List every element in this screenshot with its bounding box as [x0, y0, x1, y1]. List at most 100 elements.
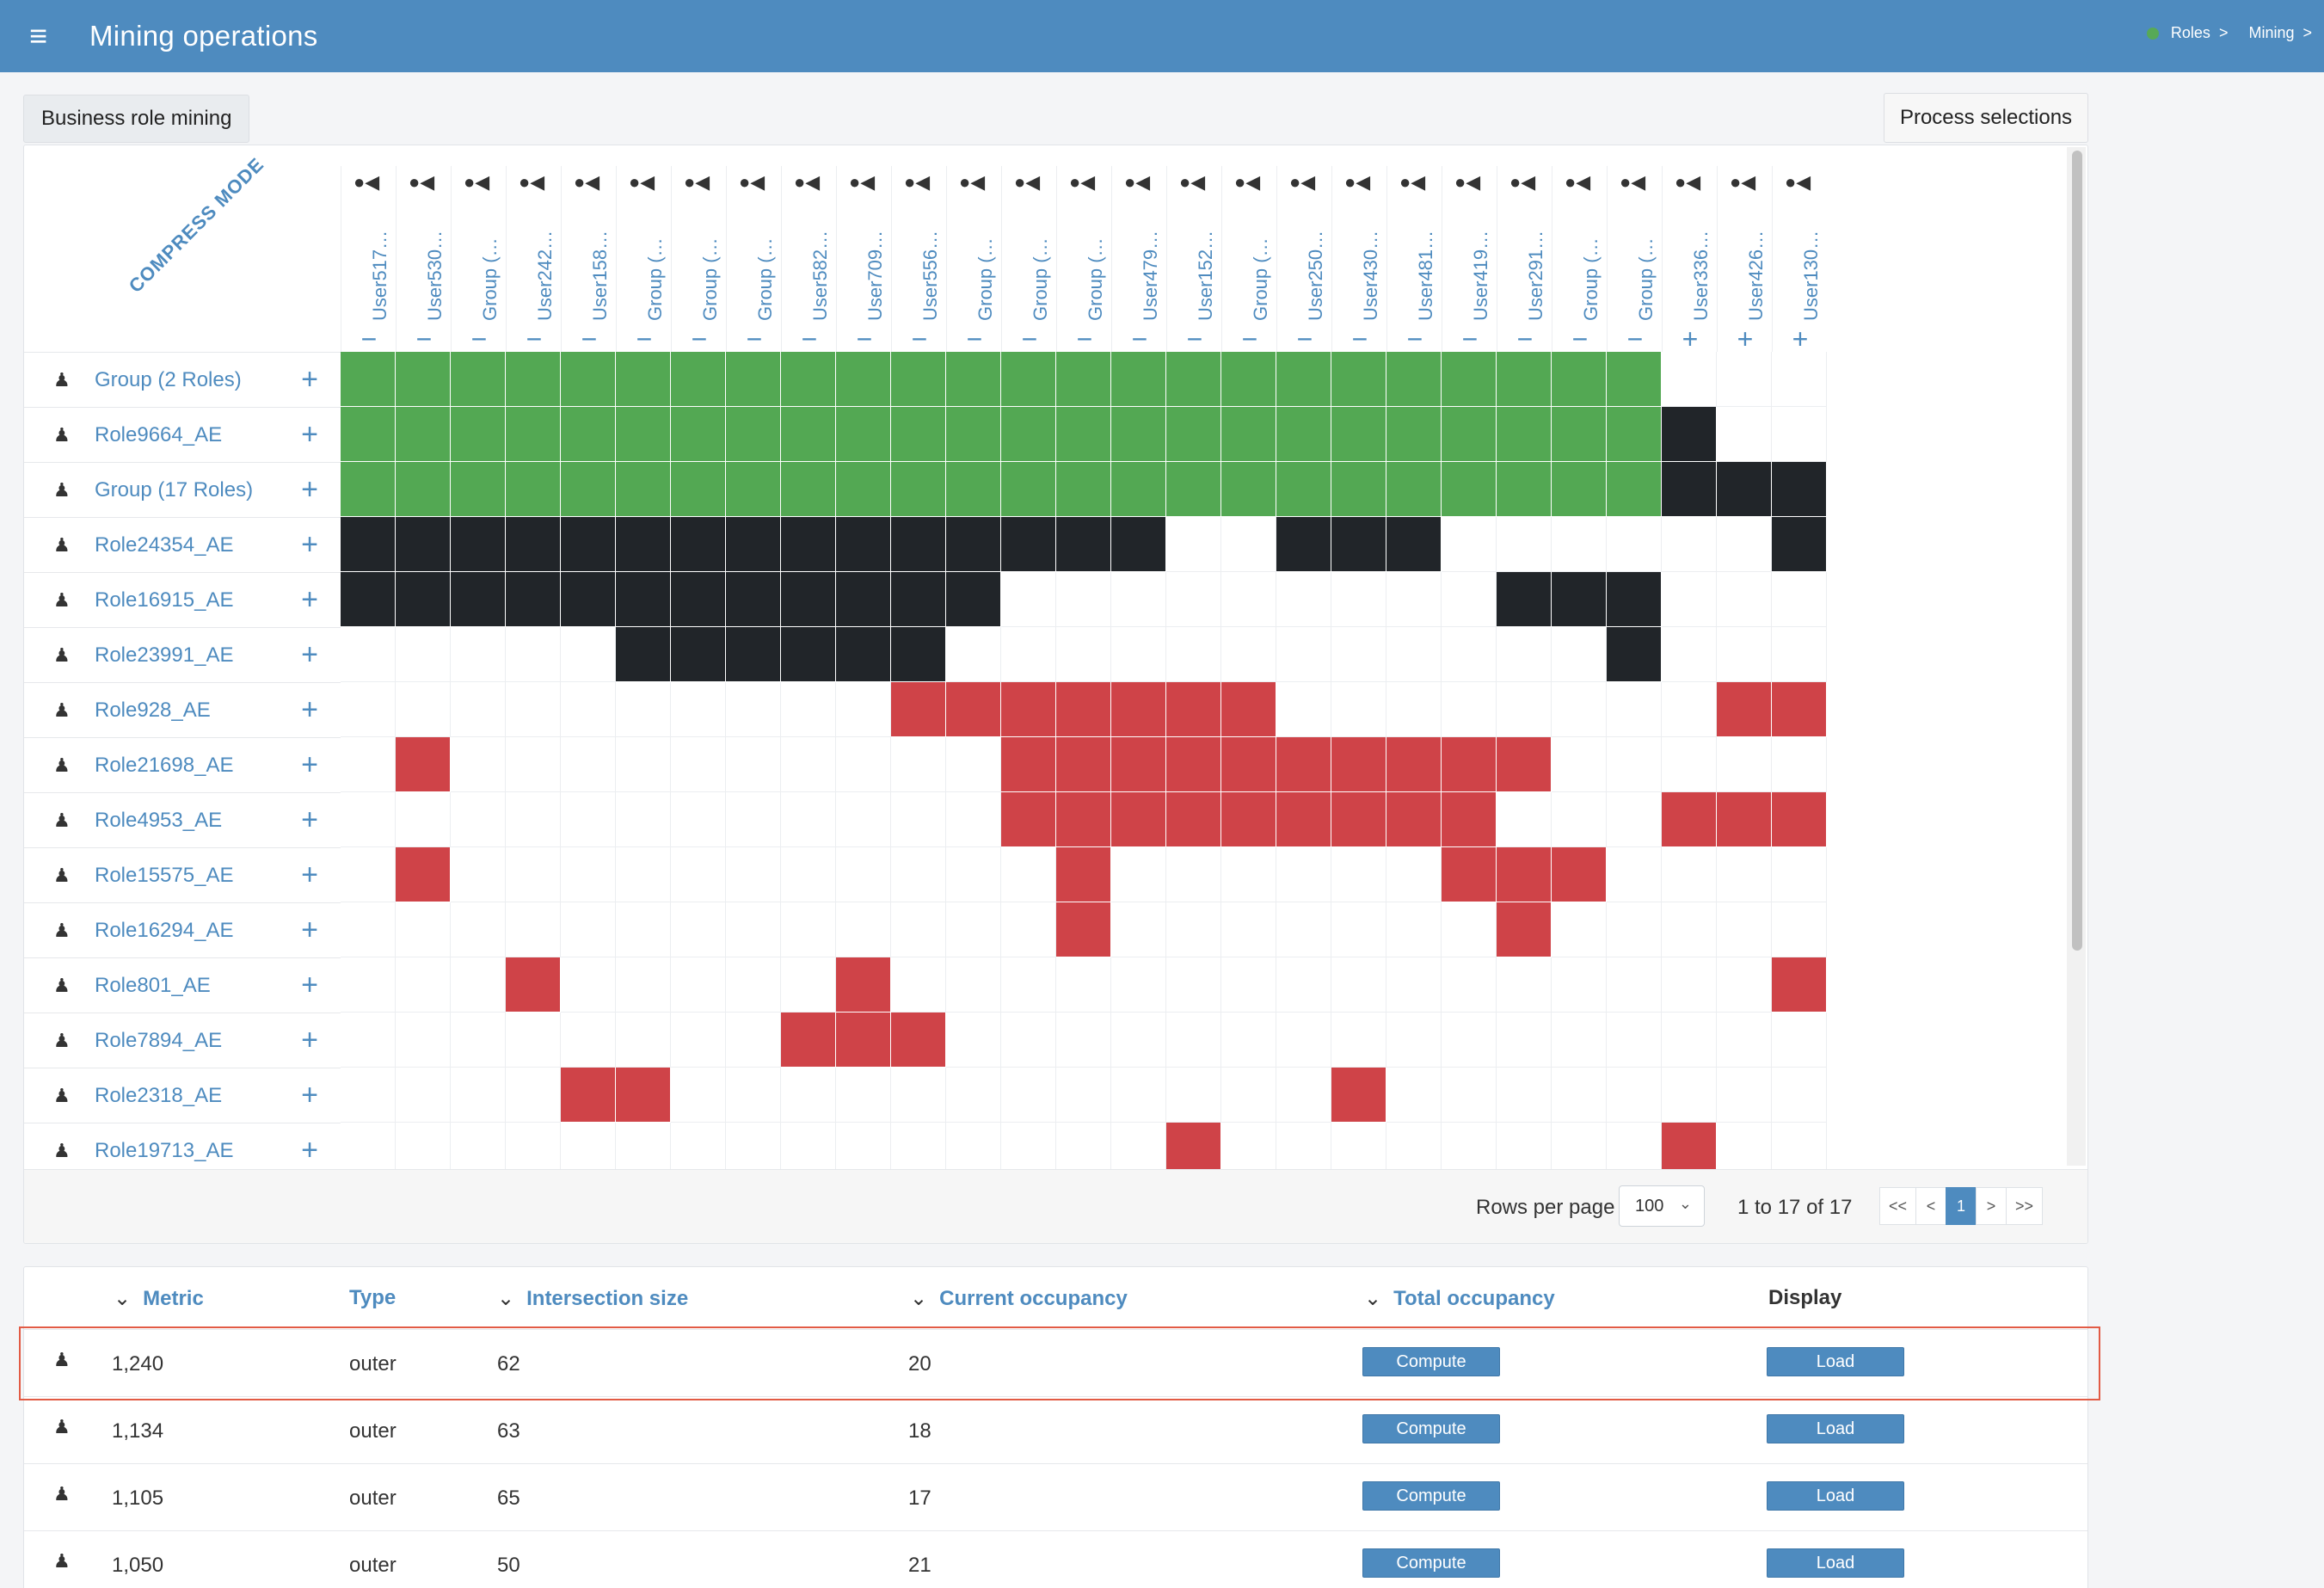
matrix-cell[interactable]: [836, 957, 891, 1013]
column-toggle-button[interactable]: −: [526, 323, 543, 354]
matrix-cell[interactable]: [341, 1068, 396, 1123]
column-label[interactable]: User479…: [1140, 230, 1161, 321]
column-toggle-button[interactable]: −: [1186, 323, 1203, 354]
matrix-cell[interactable]: [1001, 572, 1056, 627]
matrix-cell[interactable]: [781, 902, 836, 957]
matrix-cell[interactable]: [1772, 627, 1827, 682]
matrix-cell[interactable]: [891, 627, 946, 682]
column-toggle-button[interactable]: −: [1516, 323, 1534, 354]
matrix-cell[interactable]: [836, 517, 891, 572]
matrix-cell[interactable]: [781, 517, 836, 572]
matrix-cell[interactable]: [671, 627, 726, 682]
matrix-cell[interactable]: [1717, 847, 1772, 902]
matrix-cell[interactable]: [1607, 902, 1662, 957]
matrix-cell[interactable]: [1331, 957, 1386, 1013]
matrix-cell[interactable]: [1331, 682, 1386, 737]
matrix-cell[interactable]: [1001, 792, 1056, 847]
column-label[interactable]: User158…: [589, 230, 611, 321]
matrix-cell[interactable]: [561, 1068, 616, 1123]
table-row[interactable]: ♟ 1,105 outer 65 17 Compute Load: [24, 1463, 2087, 1530]
matrix-cell[interactable]: [726, 847, 781, 902]
matrix-cell[interactable]: [506, 902, 561, 957]
matrix-cell[interactable]: [1442, 1068, 1497, 1123]
matrix-cell[interactable]: [1662, 737, 1717, 792]
matrix-cell[interactable]: [616, 847, 671, 902]
matrix-cell[interactable]: [1607, 627, 1662, 682]
matrix-cell[interactable]: [451, 407, 506, 462]
row-label[interactable]: Role4953_AE: [95, 808, 223, 832]
matrix-cell[interactable]: [506, 1068, 561, 1123]
column-toggle-button[interactable]: −: [966, 323, 983, 354]
matrix-cell[interactable]: [396, 1123, 451, 1178]
column-label[interactable]: Group (…: [974, 237, 996, 321]
matrix-cell[interactable]: [1166, 352, 1221, 407]
matrix-cell[interactable]: [726, 407, 781, 462]
column-toggle-button[interactable]: −: [1571, 323, 1589, 354]
matrix-cell[interactable]: [1386, 902, 1442, 957]
matrix-cell[interactable]: [1221, 902, 1276, 957]
matrix-cell[interactable]: [1552, 462, 1607, 517]
vertical-scrollbar[interactable]: [2067, 147, 2086, 1166]
matrix-cell[interactable]: [726, 792, 781, 847]
matrix-cell[interactable]: [1442, 517, 1497, 572]
matrix-cell[interactable]: [341, 902, 396, 957]
row-label[interactable]: Role16294_AE: [95, 918, 234, 942]
column-toggle-button[interactable]: −: [1406, 323, 1423, 354]
matrix-cell[interactable]: [1001, 1013, 1056, 1068]
column-label[interactable]: User556…: [919, 230, 941, 321]
compute-button[interactable]: Compute: [1362, 1347, 1500, 1376]
matrix-cell[interactable]: [616, 1013, 671, 1068]
prev-page-button[interactable]: <: [1915, 1187, 1947, 1225]
column-label[interactable]: User582…: [809, 230, 831, 321]
matrix-cell[interactable]: [671, 572, 726, 627]
matrix-cell[interactable]: [1442, 1013, 1497, 1068]
matrix-cell[interactable]: [1497, 902, 1552, 957]
matrix-cell[interactable]: [1772, 1013, 1827, 1068]
matrix-cell[interactable]: [506, 572, 561, 627]
matrix-cell[interactable]: [891, 737, 946, 792]
matrix-cell[interactable]: [1607, 1013, 1662, 1068]
matrix-cell[interactable]: [1221, 1123, 1276, 1178]
matrix-cell[interactable]: [1497, 957, 1552, 1013]
matrix-cell[interactable]: [1386, 627, 1442, 682]
matrix-cell[interactable]: [726, 627, 781, 682]
matrix-cell[interactable]: [1386, 792, 1442, 847]
matrix-cell[interactable]: [946, 352, 1001, 407]
matrix-cell[interactable]: [726, 1068, 781, 1123]
row-expand-button[interactable]: +: [301, 693, 318, 726]
matrix-cell[interactable]: [1552, 737, 1607, 792]
matrix-cell[interactable]: [1607, 682, 1662, 737]
matrix-cell[interactable]: [1111, 847, 1166, 902]
matrix-cell[interactable]: [1772, 517, 1827, 572]
matrix-cell[interactable]: [1276, 352, 1331, 407]
matrix-cell[interactable]: [1662, 682, 1717, 737]
matrix-cell[interactable]: [1331, 737, 1386, 792]
matrix-cell[interactable]: [1497, 847, 1552, 902]
matrix-cell[interactable]: [1001, 682, 1056, 737]
matrix-cell[interactable]: [616, 407, 671, 462]
column-label[interactable]: User430…: [1360, 230, 1381, 321]
matrix-cell[interactable]: [1331, 1068, 1386, 1123]
matrix-cell[interactable]: [726, 902, 781, 957]
matrix-cell[interactable]: [946, 407, 1001, 462]
matrix-cell[interactable]: [1717, 737, 1772, 792]
matrix-cell[interactable]: [396, 792, 451, 847]
matrix-cell[interactable]: [671, 682, 726, 737]
matrix-cell[interactable]: [506, 737, 561, 792]
matrix-cell[interactable]: [726, 517, 781, 572]
matrix-cell[interactable]: [946, 957, 1001, 1013]
matrix-cell[interactable]: [836, 1068, 891, 1123]
matrix-cell[interactable]: [1166, 682, 1221, 737]
last-page-button[interactable]: >>: [2006, 1187, 2044, 1225]
matrix-cell[interactable]: [1552, 902, 1607, 957]
matrix-cell[interactable]: [341, 847, 396, 902]
row-label[interactable]: Role7894_AE: [95, 1028, 223, 1052]
matrix-cell[interactable]: [1497, 352, 1552, 407]
matrix-cell[interactable]: [671, 792, 726, 847]
matrix-cell[interactable]: [946, 1013, 1001, 1068]
matrix-cell[interactable]: [1276, 957, 1331, 1013]
matrix-cell[interactable]: [1497, 792, 1552, 847]
column-label[interactable]: Group (…: [1250, 237, 1271, 321]
matrix-cell[interactable]: [1662, 902, 1717, 957]
matrix-cell[interactable]: [396, 407, 451, 462]
